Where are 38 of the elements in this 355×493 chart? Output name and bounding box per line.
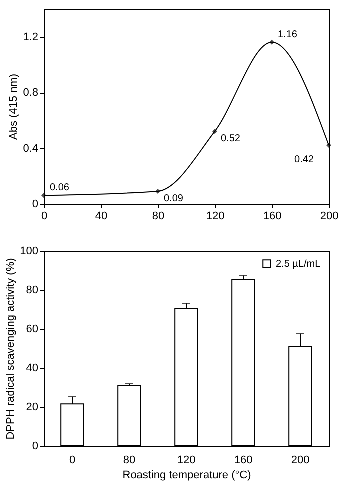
x-axis-title: Roasting temperature (°C) xyxy=(122,470,252,482)
y-tick-label: 0.8 xyxy=(23,87,38,100)
bar xyxy=(232,279,256,446)
x-tick-label: 80 xyxy=(123,454,136,466)
y-tick-label: 100 xyxy=(20,246,38,258)
point xyxy=(270,40,274,45)
bar xyxy=(118,385,142,446)
data-label: 1.16 xyxy=(278,29,298,40)
x-tick-label: 0 xyxy=(69,454,76,466)
y-tick-label: 80 xyxy=(26,284,38,296)
y-tick-label: 20 xyxy=(26,402,38,414)
x-tick-label: 160 xyxy=(263,210,282,222)
legend-label: 2.5 µL/mL xyxy=(276,259,322,270)
y-axis-title: DPPH radical scavenging activity (%) xyxy=(5,258,18,440)
y-axis-title: Abs (415 nm) xyxy=(8,74,20,140)
x-tick-label: 120 xyxy=(177,454,196,466)
x-tick-label: 160 xyxy=(234,454,253,466)
bar xyxy=(174,308,198,446)
y-tick-label: 40 xyxy=(26,362,38,374)
point xyxy=(156,188,160,194)
x-tick-label: 80 xyxy=(152,210,165,222)
x-tick-label: 200 xyxy=(291,454,310,466)
data-label: 0.09 xyxy=(164,193,184,204)
y-tick-label: 0.4 xyxy=(23,142,38,155)
point xyxy=(42,193,46,198)
point xyxy=(326,143,332,148)
y-tick-label: 0 xyxy=(32,440,38,452)
data-label: 0.06 xyxy=(50,182,70,194)
x-tick-label: 120 xyxy=(206,210,225,222)
x-tick-label: 0 xyxy=(41,210,48,222)
x-tick-label: 200 xyxy=(320,210,339,222)
data-label: 0.42 xyxy=(294,154,314,166)
x-tick-label: 40 xyxy=(95,210,108,222)
data-label: 0.52 xyxy=(221,134,241,145)
y-tick-label: 1.2 xyxy=(23,31,38,44)
y-tick-label: 0 xyxy=(32,198,38,210)
point xyxy=(212,129,218,134)
y-tick-label: 60 xyxy=(26,324,38,336)
